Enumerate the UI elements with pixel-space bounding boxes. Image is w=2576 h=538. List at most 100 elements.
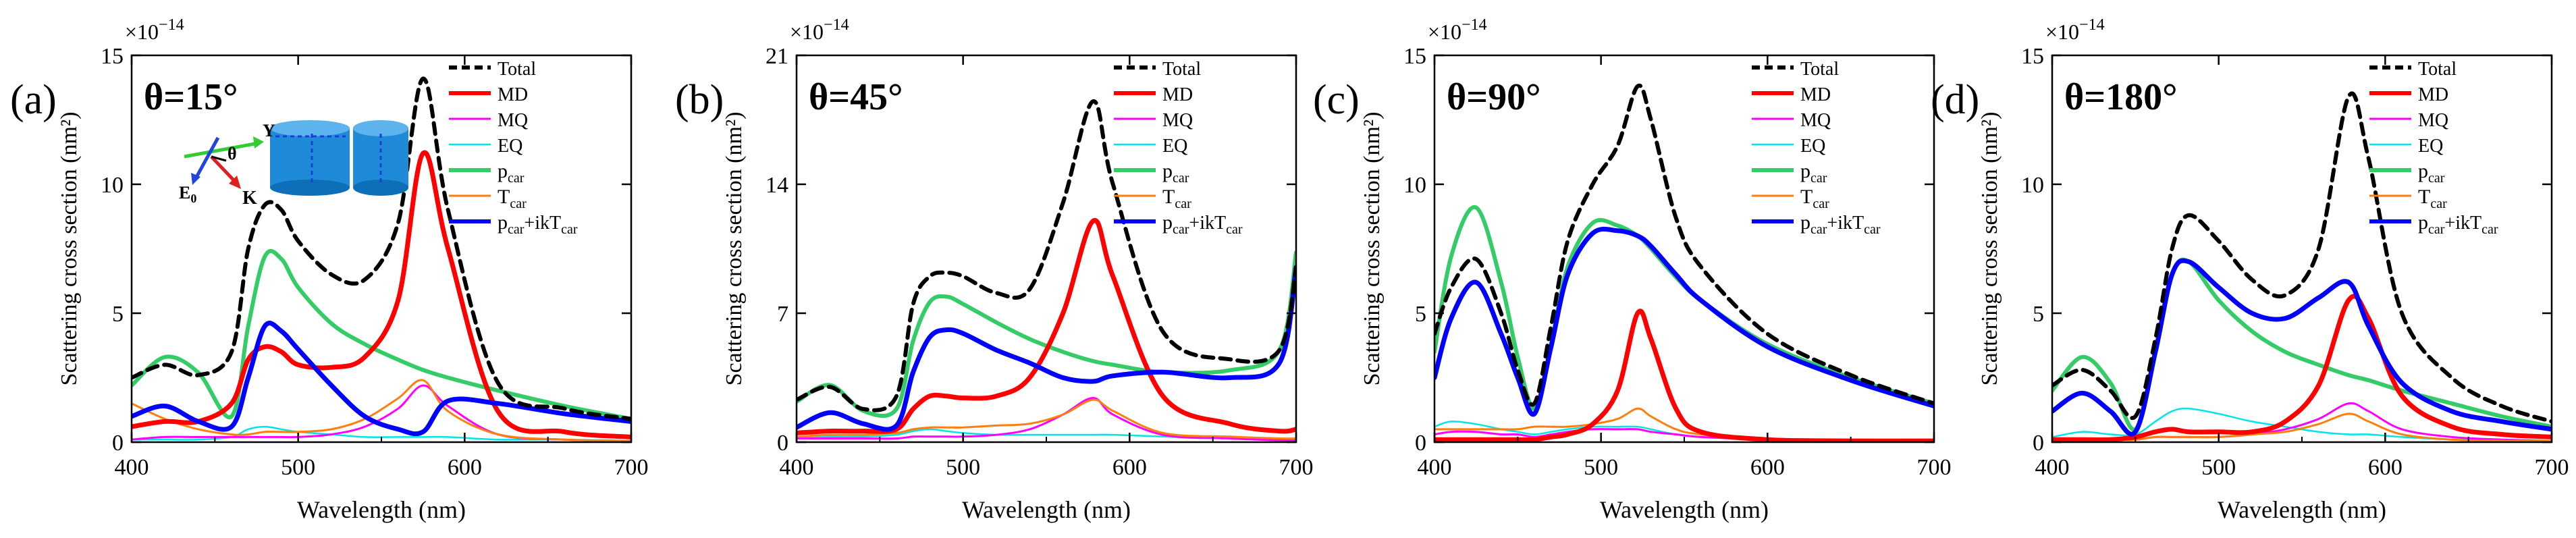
legend-base: T (498, 186, 510, 208)
legend-label-mq: MQ (498, 110, 528, 131)
exponent-power: −14 (2079, 16, 2105, 34)
x-axis-label: Wavelength (nm) (962, 496, 1131, 523)
legend-sub: car (2430, 196, 2447, 211)
legend-label-md: MD (1800, 84, 1831, 105)
y-tick-label: 5 (112, 302, 124, 327)
y-axis-label: Scattering cross section (nm²) (722, 112, 747, 386)
legend-label-total: Total (2418, 59, 2457, 80)
legend-sub: car (508, 222, 525, 237)
legend-sub: car (2481, 222, 2498, 237)
series-line-t-car (132, 379, 631, 442)
theta-tick (211, 155, 227, 162)
series-line-t-car (797, 398, 1296, 440)
legend-label-t-car: Tcar (1162, 186, 1191, 211)
legend-base: p (1162, 211, 1173, 234)
x-axis-label: Wavelength (nm) (1600, 496, 1769, 523)
series-line-md (132, 150, 631, 439)
series-line-md (1434, 308, 1934, 442)
series-line-total (132, 76, 631, 421)
chart-panel-b: 400 500 600 700 0 7 14 21×10−14 Wavelength (nm) S… (675, 16, 1314, 523)
legend-base: p (2418, 160, 2428, 182)
series-line-total (797, 99, 1296, 412)
k-vector-arrow (210, 155, 238, 185)
series-lines (2052, 91, 2552, 442)
legend-base: p (1800, 160, 1810, 182)
inset-illustration: Yθ K E0 (179, 120, 408, 209)
k-vector-arrowhead (229, 176, 241, 189)
axis-y-arrowhead (253, 136, 264, 149)
legend-sub: car (1810, 171, 1827, 186)
axis-y-label: Y (263, 121, 275, 140)
x-tick-label: 600 (2368, 455, 2403, 480)
legend-base: T (1162, 186, 1175, 208)
legend-base: +ikT (1827, 213, 1864, 234)
x-tick-label: 700 (1279, 455, 1314, 480)
e-field-label: E0 (179, 183, 196, 205)
legend-sub: car (1173, 222, 1189, 237)
exponent-base: ×10 (1428, 20, 1461, 44)
y-exponent-label: ×10−14 (790, 16, 849, 44)
x-tick-label: 500 (2201, 455, 2236, 480)
x-tick-label: 400 (115, 455, 149, 480)
x-tick-label: 500 (1584, 455, 1618, 480)
y-tick-label: 21 (766, 44, 788, 69)
legend-sub: car (1226, 222, 1243, 237)
exponent-base: ×10 (790, 20, 824, 44)
e-field-arrow (193, 136, 220, 181)
chart-panel-d: 400 500 600 700 0 5 10 15×10−14 Wavelength (nm) S… (1931, 16, 2569, 523)
cylinder-left-body (270, 128, 350, 188)
k-label: K (242, 188, 257, 209)
exponent-base: ×10 (125, 20, 159, 44)
x-tick-label: 700 (2535, 455, 2569, 480)
legend-label-total: Total (1800, 59, 1839, 80)
legend-label-md: MD (1162, 84, 1193, 105)
legend-label-p-car: pcar (498, 160, 525, 186)
y-tick-label: 5 (2033, 302, 2044, 327)
legend-label-eq: EQ (2418, 136, 2443, 157)
y-tick-label: 0 (1415, 431, 1426, 456)
y-tick-label: 0 (777, 431, 788, 456)
panel-label: (c) (1313, 77, 1360, 123)
x-tick-label: 600 (1750, 455, 1785, 480)
x-tick-label: 600 (448, 455, 482, 480)
legend-base: T (1800, 186, 1813, 208)
legend-label-p-car-ikt-car: pcar+ikTcar (1800, 211, 1881, 237)
x-axis-label: Wavelength (nm) (2218, 496, 2386, 523)
legend-label-mq: MQ (2418, 110, 2448, 131)
y-exponent-label: ×10−14 (1428, 16, 1487, 44)
y-axis-label: Scattering cross section (nm²) (1360, 112, 1385, 386)
series-line-total (2052, 91, 2552, 424)
cylinder-right-top (353, 120, 408, 136)
y-tick-label: 10 (101, 173, 124, 198)
series-line-p-car-ikt-car (2052, 258, 2552, 437)
theta-label: θ=90° (1447, 76, 1541, 118)
y-tick-label: 7 (777, 302, 788, 327)
y-axis-label: Scattering cross section (nm²) (1977, 112, 2002, 386)
x-axis-label: Wavelength (nm) (297, 496, 466, 523)
y-tick-label: 10 (2021, 173, 2044, 198)
y-tick-label: 15 (101, 44, 124, 69)
y-tick-label: 10 (1403, 173, 1426, 198)
series-lines (797, 99, 1296, 441)
panel-label: (b) (675, 77, 724, 123)
legend-label-p-car: pcar (1800, 160, 1827, 186)
legend-label-p-car: pcar (2418, 160, 2445, 186)
legend-base: p (1162, 160, 1173, 182)
series-line-md (797, 217, 1296, 435)
exponent-power: −14 (159, 16, 184, 34)
legend-label-t-car: Tcar (498, 186, 527, 211)
series-line-eq (132, 425, 631, 442)
y-axis-label: Scattering cross section (nm²) (57, 112, 82, 386)
legend-label-total: Total (498, 59, 536, 80)
theta-label: θ=180° (2064, 76, 2178, 118)
series-line-total (1434, 83, 1934, 407)
panel-label: (a) (10, 77, 57, 123)
legend-sub: car (561, 222, 578, 237)
legend-base: +ikT (2444, 213, 2481, 234)
y-exponent-label: ×10−14 (2045, 16, 2105, 44)
y-exponent-label: ×10−14 (125, 16, 184, 44)
